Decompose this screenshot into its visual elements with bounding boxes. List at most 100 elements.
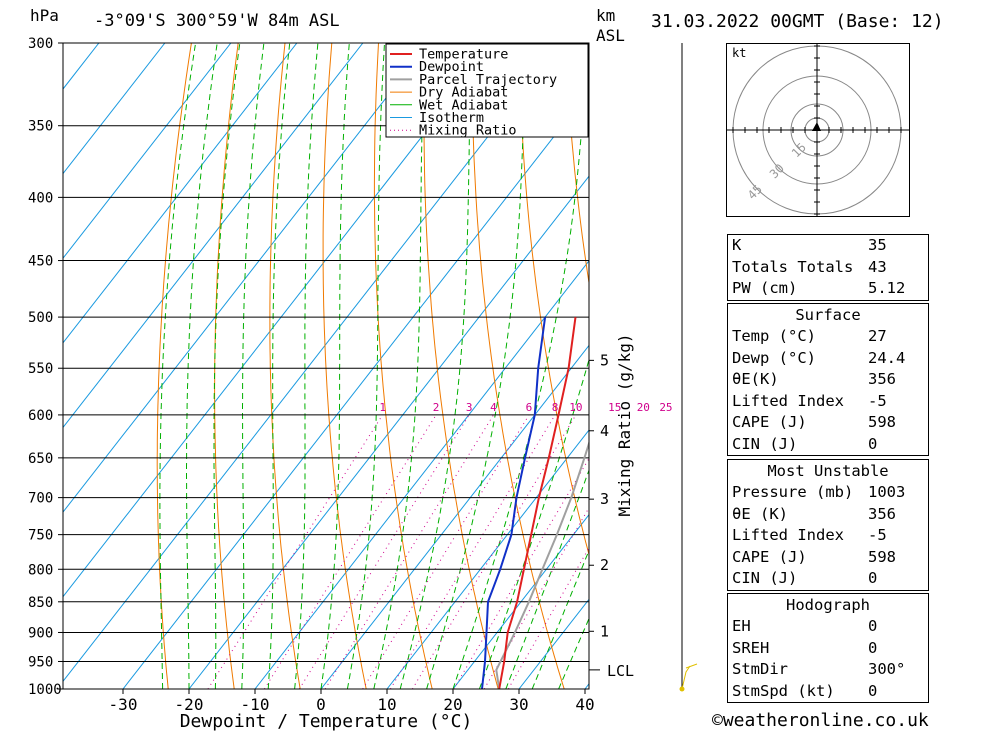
indices-hodograph-box: Hodograph EH 0 SREH 0 StmDir 300° StmSpd (k… (727, 593, 929, 703)
x-tick-label: -30 (109, 695, 138, 714)
legend-entry: Wet Adiabat (419, 97, 508, 113)
pressure-tick-label: 650 (28, 451, 53, 467)
x-tick-label: 20 (443, 695, 462, 714)
x-tick-label: 40 (575, 695, 594, 714)
isotherm-line (63, 43, 562, 683)
indices-top-box: K 35 Totals Totals 43 PW (cm) 5.12 (727, 234, 929, 301)
mixing-ratio-label: 20 (637, 401, 650, 414)
dry-adiabat-line (423, 43, 499, 689)
x-tick-label: -20 (175, 695, 204, 714)
mixing-ratio-label: 4 (490, 401, 497, 414)
pressure-tick-label: 850 (28, 595, 53, 611)
x-axis-title: Dewpoint / Temperature (°C) (180, 711, 473, 732)
legend-box (385, 43, 589, 138)
wind-barb-base (679, 686, 685, 692)
x-tick-label: 0 (316, 695, 326, 714)
pressure-tick-label: 1000 (28, 682, 62, 698)
isotherm-line (386, 429, 589, 689)
mixing-ratio-label: 1 (379, 401, 386, 414)
asl-label: ASL (596, 26, 625, 45)
pressure-tick-label: 750 (28, 528, 53, 544)
wet-adiabat-line (505, 468, 589, 689)
hodograph-unit-label: kt (732, 46, 746, 60)
mixing-ratio-label: 25 (659, 401, 672, 414)
mixing-ratio-label: 8 (552, 401, 559, 414)
legend-entry: Mixing Ratio (419, 123, 517, 139)
hodograph-title: Hodograph (786, 596, 870, 614)
dry-adiabat-line (322, 43, 367, 689)
parcel-trajectory (495, 440, 589, 689)
pressure-tick-label: 350 (28, 119, 53, 135)
wet-adiabat-line (399, 43, 472, 689)
storm-motion-marker (812, 122, 821, 131)
mixing-ratio-label: 15 (608, 401, 621, 414)
datetime-title: 31.03.2022 00GMT (Base: 12) (651, 11, 944, 32)
wind-barb-icon (681, 665, 691, 690)
isotherm-line (63, 43, 430, 513)
pressure-tick-label: 900 (28, 625, 53, 641)
legend-entry: Isotherm (419, 110, 484, 126)
lcl-label: LCL (607, 662, 634, 680)
isotherm-line (63, 43, 496, 598)
km-tick-label: 1 (600, 622, 609, 640)
surface-title: Surface (795, 306, 861, 324)
pressure-tick-label: 950 (28, 654, 53, 670)
dry-adiabat-line (518, 43, 589, 557)
x-tick-label: 10 (377, 695, 396, 714)
mixing-ratio-line (389, 414, 556, 689)
dry-adiabat-line (373, 43, 433, 689)
legend-entry: Dewpoint (419, 59, 484, 75)
wet-adiabat-line (186, 43, 218, 689)
isotherm-line (63, 43, 166, 175)
pressure-tick-label: 550 (28, 361, 53, 377)
mixing-ratio-label: 6 (526, 401, 533, 414)
mixing-ratio-axis-title: Mixing Ratio (g/kg) (615, 333, 634, 516)
location-title: -3°09'S 300°59'W 84m ASL (94, 11, 340, 31)
dry-adiabat-line (471, 43, 565, 689)
mixing-ratio-label: 3 (466, 401, 473, 414)
dewpoint-profile (481, 316, 547, 689)
pressure-tick-label: 450 (28, 254, 53, 270)
isotherm-line (63, 43, 232, 260)
mixing-ratio-line (324, 414, 494, 689)
isotherm-line (320, 344, 589, 689)
km-tick-label: 5 (600, 351, 609, 369)
hpa-label: hPa (30, 6, 59, 25)
footer-credit[interactable]: ©weatheronline.co.uk (712, 710, 929, 731)
km-label: km (596, 6, 616, 25)
legend-entry: Dry Adiabat (419, 85, 508, 101)
x-tick-label: -10 (241, 695, 270, 714)
wet-adiabat-line (241, 43, 265, 689)
dry-adiabat-line (214, 43, 239, 689)
isotherm-line (63, 43, 364, 429)
wet-adiabat-line (294, 43, 319, 689)
km-tick-label: 3 (600, 490, 609, 508)
mixing-ratio-label: 2 (433, 401, 440, 414)
mixing-ratio-line (207, 414, 384, 689)
dry-adiabat-line (565, 43, 589, 286)
isotherm-line (188, 175, 589, 689)
isotherm-line (63, 43, 298, 344)
mixing-ratio-line (453, 457, 589, 689)
plot-frame (62, 42, 590, 690)
wet-adiabat-line (531, 549, 589, 689)
isotherm-line (122, 90, 589, 689)
indices-most-unstable-box: Most Unstable Pressure (mb) 1003 θE (K) 35… (727, 459, 929, 591)
temperature-profile (498, 316, 577, 689)
wet-adiabat-line (558, 617, 589, 689)
mixing-ratio-label: 10 (569, 401, 582, 414)
wind-barb-flag (685, 663, 698, 669)
legend-entry: Parcel Trajectory (419, 72, 557, 88)
km-tick-label: 2 (600, 556, 609, 574)
dry-adiabat-line (936, 25, 1000, 689)
most-unstable-title: Most Unstable (767, 462, 889, 480)
indices-surface-box: Surface Temp (°C) 27 Dewp (°C) 24.4 θE(K) 3… (727, 303, 929, 456)
mixing-ratio-line (507, 546, 589, 689)
dry-adiabat-line (269, 43, 301, 689)
isotherm-line (254, 259, 589, 689)
mixing-ratio-line (362, 414, 530, 689)
pressure-tick-label: 800 (28, 562, 53, 578)
pressure-tick-label: 500 (28, 310, 53, 326)
legend-entry: Temperature (419, 47, 508, 63)
